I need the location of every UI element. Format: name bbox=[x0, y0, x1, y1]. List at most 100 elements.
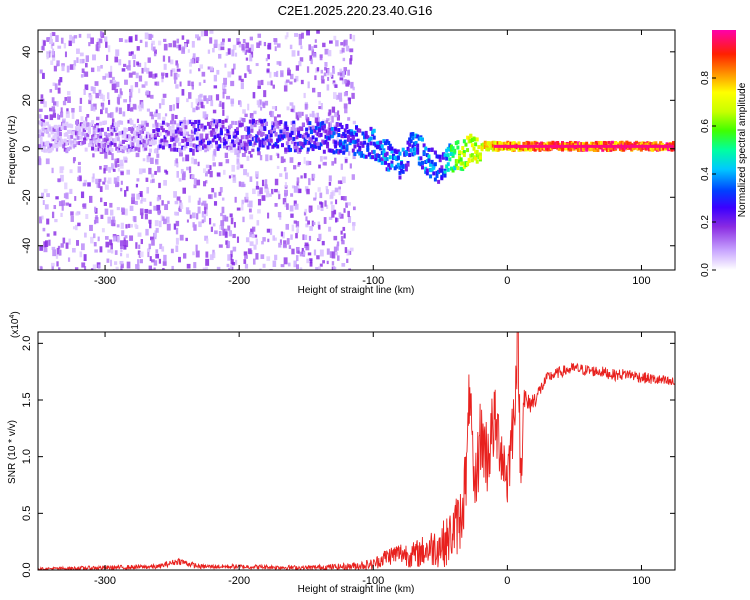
spectrogram-cell bbox=[304, 242, 309, 247]
spectrogram-cell bbox=[52, 82, 56, 86]
spectrogram-cell bbox=[60, 139, 64, 144]
colorbar-tick-label: 0.8 bbox=[700, 71, 711, 85]
spectrogram-cell bbox=[142, 158, 146, 162]
spectrogram-cell bbox=[166, 130, 170, 135]
spectrogram-cell bbox=[173, 72, 178, 80]
spectrogram-cell bbox=[195, 250, 200, 258]
spectrogram-cell bbox=[329, 130, 333, 135]
spectrogram-cell bbox=[308, 121, 312, 126]
spectrogram-cell bbox=[214, 230, 218, 235]
spectrogram-cell bbox=[62, 237, 66, 244]
spectrogram-cell bbox=[371, 155, 375, 160]
spectrogram-cell bbox=[120, 247, 123, 253]
spectrogram-cell bbox=[340, 142, 344, 147]
spectrogram-cell bbox=[532, 146, 536, 151]
spectrogram-cell bbox=[237, 142, 241, 147]
spectrogram-cell bbox=[202, 168, 207, 174]
spectrogram-cell bbox=[387, 145, 391, 150]
spectrogram-cell bbox=[366, 135, 370, 140]
spectrogram-cell bbox=[316, 132, 320, 137]
spectrogram-cell bbox=[182, 146, 186, 151]
spectrogram-cell bbox=[163, 43, 168, 51]
spectrogram-cell bbox=[100, 143, 104, 148]
spectrogram-cell bbox=[77, 166, 81, 173]
spectrogram-cell bbox=[134, 130, 138, 135]
spectrogram-cell bbox=[309, 144, 313, 149]
spectrogram-cell bbox=[84, 125, 88, 130]
spectrogram-cell bbox=[116, 96, 120, 104]
spectrogram-cell bbox=[92, 130, 96, 135]
spectrogram-cell bbox=[287, 135, 291, 140]
spectrogram-cell bbox=[43, 241, 47, 248]
spectrogram-cell bbox=[294, 203, 299, 210]
spectrogram-cell bbox=[478, 155, 482, 160]
spectrogram-cell bbox=[192, 251, 195, 256]
spectrogram-cell bbox=[144, 41, 148, 48]
spectrogram-cell bbox=[240, 164, 244, 169]
spectrogram-cell bbox=[100, 141, 104, 146]
spectrogram-cell bbox=[335, 217, 338, 223]
spectrogram-cell bbox=[51, 265, 54, 270]
spectrogram-cell bbox=[358, 128, 362, 133]
spectrogram-cell bbox=[372, 135, 376, 140]
spectrogram-cell bbox=[369, 141, 373, 146]
spectrogram-cell bbox=[591, 147, 595, 152]
spectrogram-cell bbox=[99, 134, 103, 139]
spectrogram-cell bbox=[151, 268, 155, 270]
spectrogram-cell bbox=[95, 128, 99, 133]
spectrogram-cell bbox=[277, 211, 282, 218]
spectrogram-cell bbox=[299, 251, 304, 257]
spectrogram-cell bbox=[343, 103, 348, 109]
spectrogram-cell bbox=[128, 148, 132, 153]
spectrogram-cell bbox=[93, 242, 97, 247]
spectrogram-cell bbox=[60, 141, 64, 146]
spectrogram-cell bbox=[293, 148, 297, 153]
spectrogram-cell bbox=[227, 241, 231, 248]
spectrogram-cell bbox=[234, 134, 238, 139]
spectrogram-cell bbox=[46, 129, 50, 134]
spectrogram-cell bbox=[350, 138, 354, 143]
spectrogram-cell bbox=[504, 146, 508, 151]
spectrogram-cell bbox=[145, 90, 150, 95]
spectrogram-cell bbox=[60, 125, 64, 130]
spectrogram-cell bbox=[276, 43, 281, 48]
spectrogram-cell bbox=[163, 138, 167, 143]
spectrogram-cell bbox=[167, 130, 172, 136]
spectrogram-cell bbox=[212, 109, 217, 114]
spectrogram-cell bbox=[286, 203, 289, 210]
spectrogram-cell bbox=[41, 148, 45, 153]
spectrogram-cell bbox=[328, 181, 332, 186]
spectrogram-cell bbox=[54, 83, 58, 90]
spectrogram-cell bbox=[511, 147, 515, 152]
spectrogram-cell bbox=[269, 71, 272, 78]
spectrogram-cell bbox=[89, 140, 93, 145]
spectrogram-cell bbox=[596, 142, 600, 147]
spectrogram-cell bbox=[143, 198, 147, 202]
spectrogram-cell bbox=[372, 149, 376, 154]
spectrogram-cell bbox=[495, 141, 499, 146]
spectrogram-cell bbox=[148, 152, 151, 157]
spectrogram-cell bbox=[182, 171, 186, 178]
spectrogram-cell bbox=[390, 146, 394, 151]
spectrogram-cell bbox=[144, 62, 147, 69]
spectrogram-cell bbox=[240, 122, 244, 127]
spectrogram-cell bbox=[113, 83, 117, 89]
spectrogram-cell bbox=[150, 236, 154, 241]
spectrogram-cell bbox=[46, 193, 50, 198]
spectrogram-cell bbox=[295, 221, 300, 228]
spectrogram-cell bbox=[191, 40, 195, 48]
spectrogram-cell bbox=[98, 41, 101, 48]
spectrogram-cell bbox=[97, 142, 101, 147]
spectrogram-cell bbox=[51, 246, 56, 250]
spectrogram-cell bbox=[114, 88, 119, 93]
spectrogram-cell bbox=[69, 188, 73, 195]
spectrogram-cell bbox=[462, 164, 466, 169]
spectrogram-cell bbox=[70, 124, 74, 129]
spectrogram-cell bbox=[295, 75, 299, 82]
spectrogram-cell bbox=[248, 134, 252, 139]
spectrogram-cell bbox=[330, 192, 334, 199]
spectrogram-cell bbox=[341, 47, 345, 53]
spectrogram-cell bbox=[232, 134, 236, 139]
spectrogram-cell bbox=[540, 141, 544, 146]
